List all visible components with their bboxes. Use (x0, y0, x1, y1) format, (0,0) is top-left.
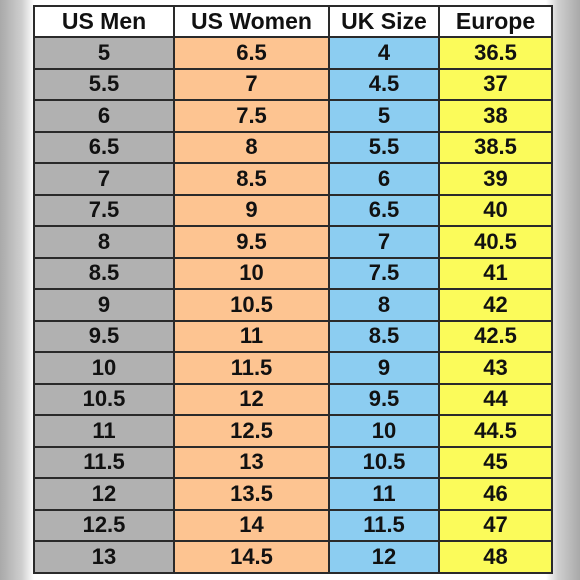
uk-size-cell: 9.5 (328, 382, 440, 416)
uk-size-cell: 5 (328, 99, 440, 133)
table-row: 10.5 12 9.5 44 (33, 382, 553, 416)
us-men-cell: 7 (33, 162, 175, 196)
us-men-cell: 8.5 (33, 256, 175, 290)
europe-cell: 37 (438, 67, 553, 101)
us-women-cell: 10 (173, 256, 330, 290)
europe-cell: 48 (438, 540, 553, 574)
us-women-cell: 7.5 (173, 99, 330, 133)
europe-cell: 44.5 (438, 414, 553, 448)
table-row: 5.5 7 4.5 37 (33, 67, 553, 101)
table-row: 8.5 10 7.5 41 (33, 256, 553, 290)
uk-size-cell: 12 (328, 540, 440, 574)
uk-size-cell: 7.5 (328, 256, 440, 290)
europe-cell: 45 (438, 445, 553, 479)
europe-cell: 41 (438, 256, 553, 290)
us-men-cell: 8 (33, 225, 175, 259)
us-men-cell: 6 (33, 99, 175, 133)
us-women-cell: 6.5 (173, 36, 330, 70)
uk-size-cell: 10.5 (328, 445, 440, 479)
us-women-cell: 13 (173, 445, 330, 479)
uk-size-cell: 11 (328, 477, 440, 511)
table-row: 8 9.5 7 40.5 (33, 225, 553, 259)
us-men-cell: 5.5 (33, 67, 175, 101)
uk-size-cell: 10 (328, 414, 440, 448)
us-women-cell: 12.5 (173, 414, 330, 448)
header-us-women: US Women (173, 5, 330, 38)
header-row: US Men US Women UK Size Europe (33, 5, 553, 38)
table-row: 5 6.5 4 36.5 (33, 36, 553, 70)
us-men-cell: 11.5 (33, 445, 175, 479)
europe-cell: 40 (438, 193, 553, 227)
europe-cell: 38.5 (438, 130, 553, 164)
uk-size-cell: 7 (328, 225, 440, 259)
us-men-cell: 5 (33, 36, 175, 70)
us-men-cell: 11 (33, 414, 175, 448)
table-row: 6.5 8 5.5 38.5 (33, 130, 553, 164)
table-row: 12.5 14 11.5 47 (33, 508, 553, 542)
us-men-cell: 13 (33, 540, 175, 574)
europe-cell: 42 (438, 288, 553, 322)
uk-size-cell: 4.5 (328, 67, 440, 101)
table-row: 7.5 9 6.5 40 (33, 193, 553, 227)
uk-size-cell: 8.5 (328, 319, 440, 353)
us-women-cell: 9.5 (173, 225, 330, 259)
header-us-men: US Men (33, 5, 175, 38)
us-women-cell: 14 (173, 508, 330, 542)
europe-cell: 38 (438, 99, 553, 133)
europe-cell: 39 (438, 162, 553, 196)
table-row: 12 13.5 11 46 (33, 477, 553, 511)
us-women-cell: 10.5 (173, 288, 330, 322)
us-men-cell: 7.5 (33, 193, 175, 227)
uk-size-cell: 9 (328, 351, 440, 385)
uk-size-cell: 4 (328, 36, 440, 70)
uk-size-cell: 11.5 (328, 508, 440, 542)
uk-size-cell: 6 (328, 162, 440, 196)
shoe-size-conversion-table: US Men US Women UK Size Europe 5 6.5 4 36.5… (33, 5, 553, 574)
us-men-cell: 9.5 (33, 319, 175, 353)
table-row: 6 7.5 5 38 (33, 99, 553, 133)
us-men-cell: 6.5 (33, 130, 175, 164)
uk-size-cell: 5.5 (328, 130, 440, 164)
table-row: 11 12.5 10 44.5 (33, 414, 553, 448)
table-row: 10 11.5 9 43 (33, 351, 553, 385)
us-men-cell: 10.5 (33, 382, 175, 416)
table-body: 5 6.5 4 36.5 5.5 7 4.5 37 6 7.5 5 38 6.5 8 5.5 38.5 7 8.5… (33, 36, 553, 574)
us-women-cell: 14.5 (173, 540, 330, 574)
us-women-cell: 8 (173, 130, 330, 164)
us-men-cell: 12 (33, 477, 175, 511)
header-europe: Europe (438, 5, 553, 38)
europe-cell: 40.5 (438, 225, 553, 259)
table-row: 13 14.5 12 48 (33, 540, 553, 574)
us-women-cell: 11 (173, 319, 330, 353)
table-row: 9 10.5 8 42 (33, 288, 553, 322)
us-women-cell: 8.5 (173, 162, 330, 196)
us-men-cell: 9 (33, 288, 175, 322)
table-row: 11.5 13 10.5 45 (33, 445, 553, 479)
us-women-cell: 11.5 (173, 351, 330, 385)
us-women-cell: 7 (173, 67, 330, 101)
us-women-cell: 12 (173, 382, 330, 416)
europe-cell: 43 (438, 351, 553, 385)
europe-cell: 44 (438, 382, 553, 416)
us-women-cell: 9 (173, 193, 330, 227)
us-men-cell: 12.5 (33, 508, 175, 542)
europe-cell: 36.5 (438, 36, 553, 70)
europe-cell: 46 (438, 477, 553, 511)
table-row: 7 8.5 6 39 (33, 162, 553, 196)
europe-cell: 47 (438, 508, 553, 542)
europe-cell: 42.5 (438, 319, 553, 353)
uk-size-cell: 8 (328, 288, 440, 322)
table-row: 9.5 11 8.5 42.5 (33, 319, 553, 353)
header-uk-size: UK Size (328, 5, 440, 38)
us-men-cell: 10 (33, 351, 175, 385)
us-women-cell: 13.5 (173, 477, 330, 511)
uk-size-cell: 6.5 (328, 193, 440, 227)
